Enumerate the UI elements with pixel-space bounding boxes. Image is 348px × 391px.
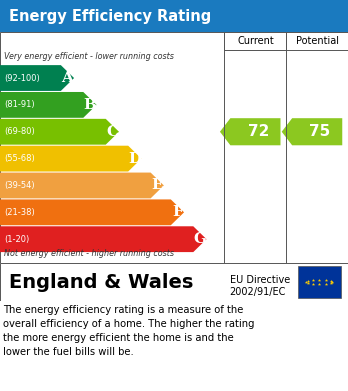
Text: Potential: Potential — [296, 36, 339, 46]
Text: (21-38): (21-38) — [4, 208, 35, 217]
Text: D: D — [128, 152, 141, 166]
Text: C: C — [106, 125, 118, 139]
Polygon shape — [0, 172, 164, 198]
Polygon shape — [0, 199, 184, 225]
Text: (69-80): (69-80) — [4, 127, 35, 136]
Polygon shape — [0, 226, 206, 252]
Text: Energy Efficiency Rating: Energy Efficiency Rating — [9, 9, 211, 23]
Bar — [0, 32, 348, 263]
Text: 2002/91/EC: 2002/91/EC — [230, 287, 286, 297]
Text: The energy efficiency rating is a measure of the
overall efficiency of a home. T: The energy efficiency rating is a measur… — [3, 305, 255, 357]
Text: Very energy efficient - lower running costs: Very energy efficient - lower running co… — [4, 52, 174, 61]
Text: (1-20): (1-20) — [4, 235, 30, 244]
Text: G: G — [193, 232, 206, 246]
Text: (39-54): (39-54) — [4, 181, 35, 190]
Text: (81-91): (81-91) — [4, 100, 35, 109]
Text: EU Directive: EU Directive — [230, 275, 290, 285]
Bar — [224, 32, 348, 50]
Text: 75: 75 — [309, 124, 331, 139]
Text: F: F — [172, 205, 183, 219]
Text: B: B — [84, 98, 96, 112]
Polygon shape — [0, 92, 96, 118]
Polygon shape — [0, 119, 119, 145]
Bar — [298, 266, 341, 298]
Text: Not energy efficient - higher running costs: Not energy efficient - higher running co… — [4, 249, 174, 258]
Polygon shape — [220, 118, 280, 145]
Polygon shape — [0, 65, 74, 91]
Polygon shape — [282, 118, 342, 145]
Polygon shape — [0, 146, 141, 172]
Text: England & Wales: England & Wales — [9, 273, 193, 292]
Text: (55-68): (55-68) — [4, 154, 35, 163]
Text: E: E — [151, 178, 163, 192]
Text: A: A — [62, 71, 73, 85]
Text: (92-100): (92-100) — [4, 74, 40, 83]
Text: Current: Current — [237, 36, 274, 46]
Bar — [224, 32, 286, 50]
Text: 72: 72 — [247, 124, 269, 139]
Bar — [0, 0, 348, 32]
